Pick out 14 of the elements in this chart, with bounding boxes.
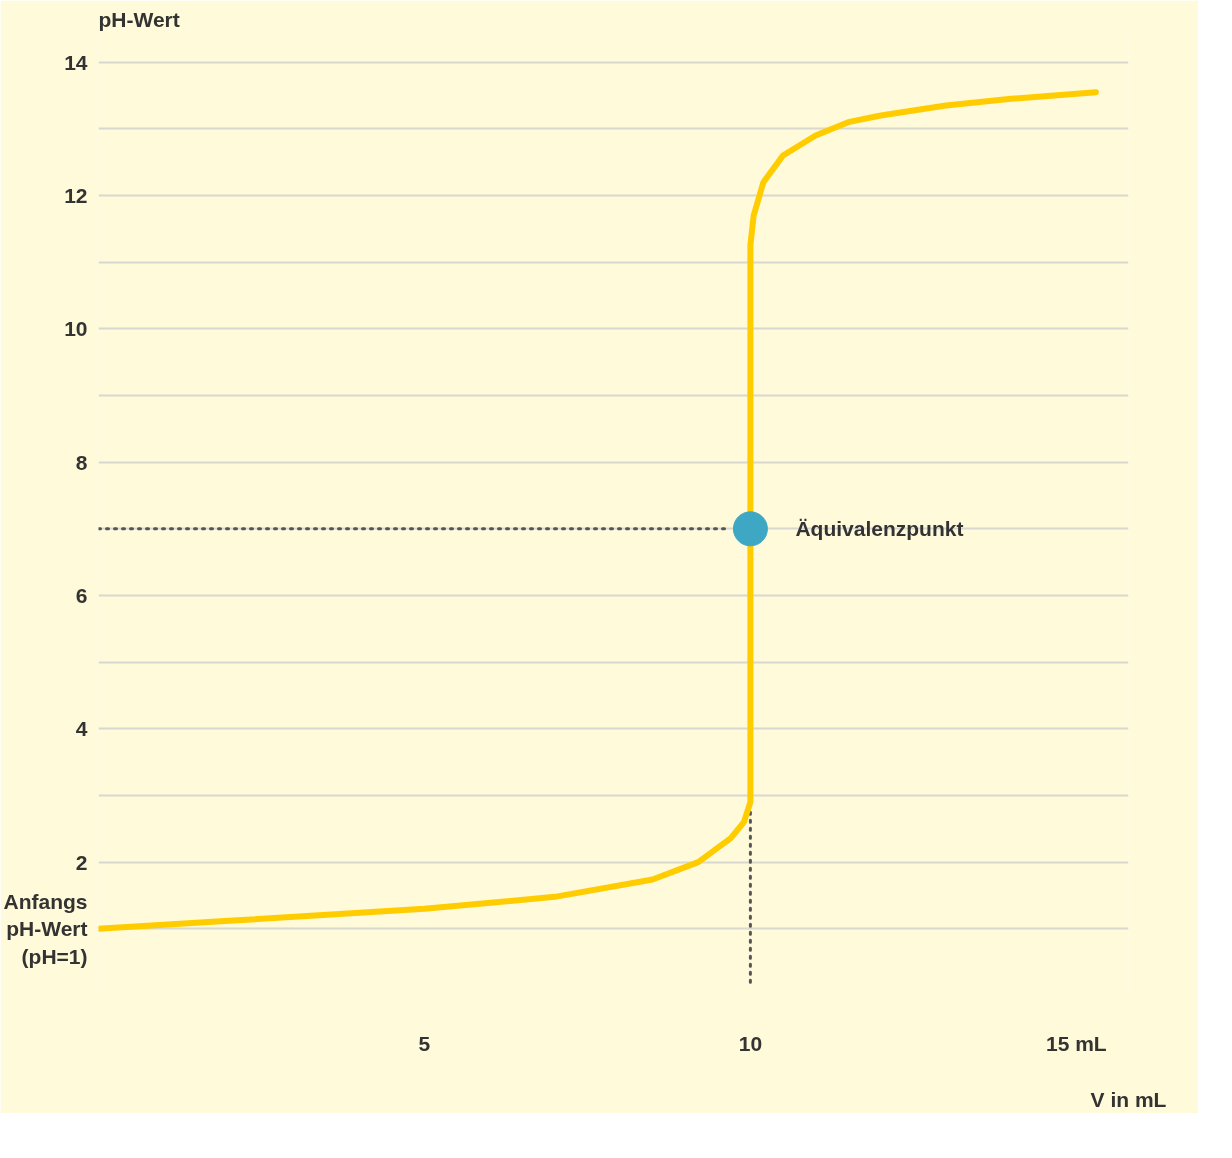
y-tick-label: 12 bbox=[64, 184, 88, 207]
y-tick-label: 10 bbox=[64, 317, 88, 341]
x-axis-title: V in mL bbox=[1090, 1087, 1167, 1111]
y-tick-label: 14 bbox=[64, 50, 88, 74]
x-tick-label: 15 mL bbox=[1046, 1031, 1107, 1055]
y-tick-label: Anfangs pH-Wert (pH=1) bbox=[3, 889, 88, 968]
annotation: Äquivalenzpunkt bbox=[795, 517, 964, 541]
y-tick-label: 2 bbox=[75, 850, 88, 874]
y-axis-title: pH-Wert bbox=[98, 7, 180, 31]
y-tick-label: 4 bbox=[75, 717, 88, 741]
x-tick-label: 5 bbox=[418, 1031, 431, 1055]
y-tick-label: 8 bbox=[75, 450, 88, 474]
x-tick-label: 10 bbox=[738, 1031, 763, 1055]
y-tick-label: 6 bbox=[75, 584, 88, 607]
